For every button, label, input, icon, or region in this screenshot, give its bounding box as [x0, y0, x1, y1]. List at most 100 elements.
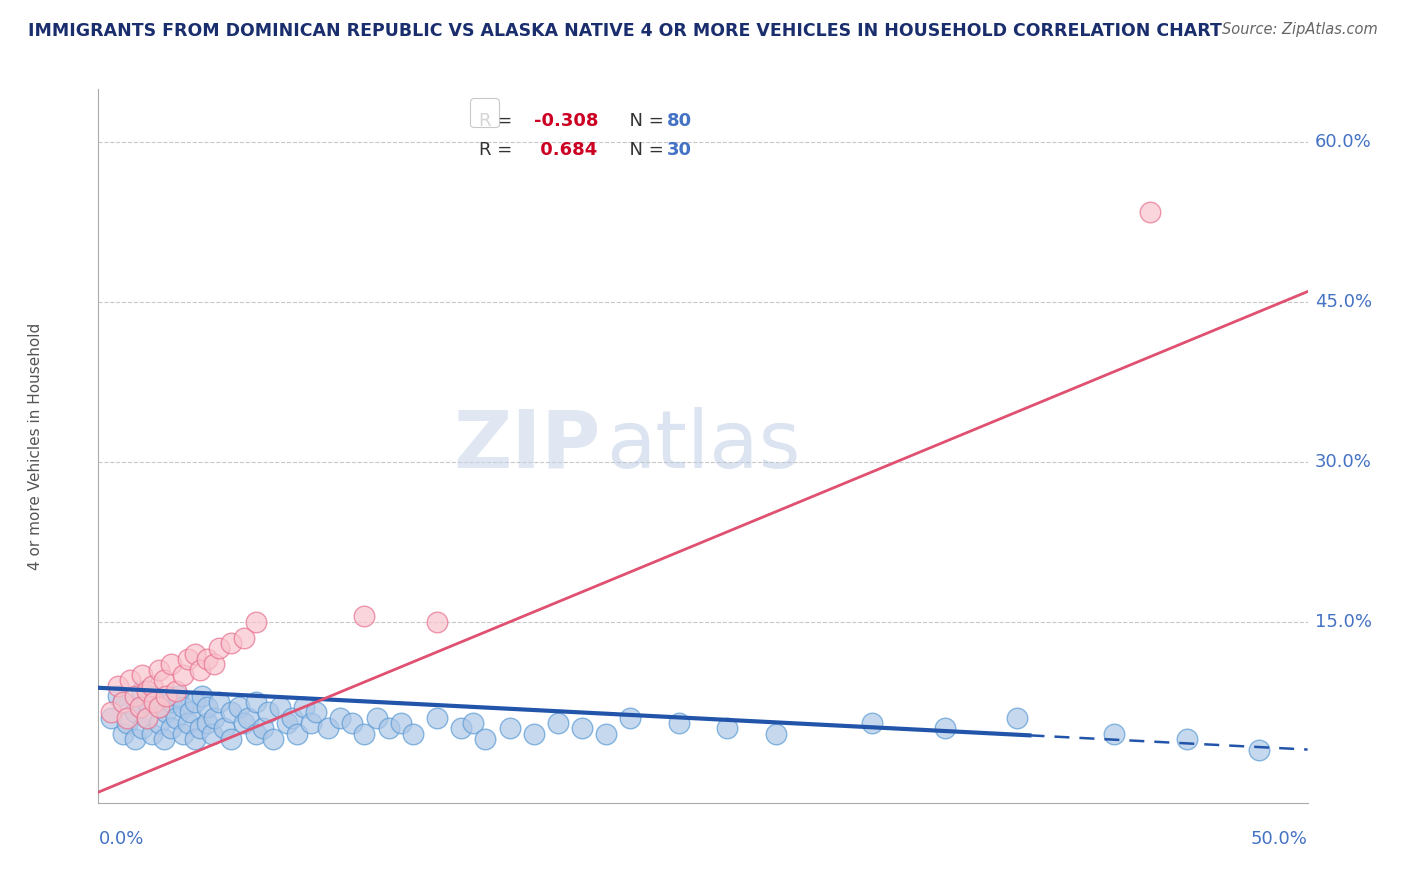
- Point: [329, 710, 352, 724]
- Point: [165, 684, 187, 698]
- Point: [221, 706, 243, 720]
- Point: [124, 706, 146, 720]
- Point: [269, 700, 291, 714]
- Point: [148, 700, 170, 714]
- Text: 50.0%: 50.0%: [1251, 830, 1308, 847]
- Point: [179, 706, 201, 720]
- Point: [143, 695, 166, 709]
- Point: [1249, 742, 1271, 756]
- Point: [195, 700, 218, 714]
- Point: [547, 715, 569, 730]
- Text: 0.0%: 0.0%: [98, 830, 143, 847]
- Point: [716, 721, 738, 735]
- Point: [184, 695, 207, 709]
- Text: R =: R =: [479, 141, 519, 159]
- Point: [204, 657, 226, 672]
- Point: [131, 668, 153, 682]
- Text: N =: N =: [619, 141, 669, 159]
- Point: [128, 700, 150, 714]
- Point: [934, 721, 956, 735]
- Point: [124, 690, 146, 704]
- Point: [860, 715, 883, 730]
- Point: [256, 706, 278, 720]
- Point: [107, 679, 129, 693]
- Point: [232, 631, 254, 645]
- Text: 30.0%: 30.0%: [1315, 453, 1371, 471]
- Point: [160, 721, 183, 735]
- Point: [111, 695, 134, 709]
- Text: 4 or more Vehicles in Household: 4 or more Vehicles in Household: [28, 322, 42, 570]
- Point: [177, 715, 200, 730]
- Point: [155, 690, 177, 704]
- Point: [160, 695, 183, 709]
- Text: atlas: atlas: [606, 407, 800, 485]
- Point: [160, 657, 183, 672]
- Point: [152, 673, 174, 688]
- Text: 30: 30: [666, 141, 692, 159]
- Point: [474, 731, 496, 746]
- Point: [292, 700, 315, 714]
- Point: [221, 636, 243, 650]
- Point: [184, 731, 207, 746]
- Point: [141, 726, 163, 740]
- Point: [208, 695, 231, 709]
- Text: R =: R =: [479, 112, 519, 130]
- Point: [152, 731, 174, 746]
- Point: [276, 715, 298, 730]
- Point: [1102, 726, 1125, 740]
- Point: [426, 615, 449, 629]
- Point: [148, 663, 170, 677]
- Point: [245, 615, 267, 629]
- Point: [165, 710, 187, 724]
- Point: [100, 710, 122, 724]
- Point: [195, 715, 218, 730]
- Point: [141, 690, 163, 704]
- Point: [353, 726, 375, 740]
- Point: [212, 721, 235, 735]
- Point: [100, 706, 122, 720]
- Text: 45.0%: 45.0%: [1315, 293, 1372, 311]
- Point: [498, 721, 520, 735]
- Text: 15.0%: 15.0%: [1315, 613, 1372, 631]
- Point: [135, 710, 157, 724]
- Point: [107, 690, 129, 704]
- Point: [245, 695, 267, 709]
- Point: [262, 731, 284, 746]
- Point: [305, 706, 328, 720]
- Point: [167, 690, 190, 704]
- Point: [228, 700, 250, 714]
- Point: [141, 679, 163, 693]
- Point: [172, 700, 194, 714]
- Point: [131, 684, 153, 698]
- Point: [208, 641, 231, 656]
- Point: [155, 706, 177, 720]
- Point: [252, 721, 274, 735]
- Point: [117, 715, 139, 730]
- Point: [172, 668, 194, 682]
- Text: 60.0%: 60.0%: [1315, 134, 1371, 152]
- Point: [221, 731, 243, 746]
- Point: [135, 695, 157, 709]
- Text: 0.684: 0.684: [534, 141, 598, 159]
- Point: [353, 609, 375, 624]
- Point: [1175, 731, 1198, 746]
- Text: IMMIGRANTS FROM DOMINICAN REPUBLIC VS ALASKA NATIVE 4 OR MORE VEHICLES IN HOUSEH: IMMIGRANTS FROM DOMINICAN REPUBLIC VS AL…: [28, 22, 1222, 40]
- Point: [668, 715, 690, 730]
- Point: [316, 721, 339, 735]
- Point: [172, 726, 194, 740]
- Point: [1139, 204, 1161, 219]
- Point: [281, 710, 304, 724]
- Point: [188, 721, 211, 735]
- Point: [238, 710, 260, 724]
- Point: [619, 710, 641, 724]
- Point: [426, 710, 449, 724]
- Point: [204, 710, 226, 724]
- Point: [195, 652, 218, 666]
- Point: [765, 726, 787, 740]
- Point: [463, 715, 485, 730]
- Point: [118, 673, 141, 688]
- Point: [342, 715, 364, 730]
- Point: [184, 647, 207, 661]
- Point: [402, 726, 425, 740]
- Text: N =: N =: [619, 112, 669, 130]
